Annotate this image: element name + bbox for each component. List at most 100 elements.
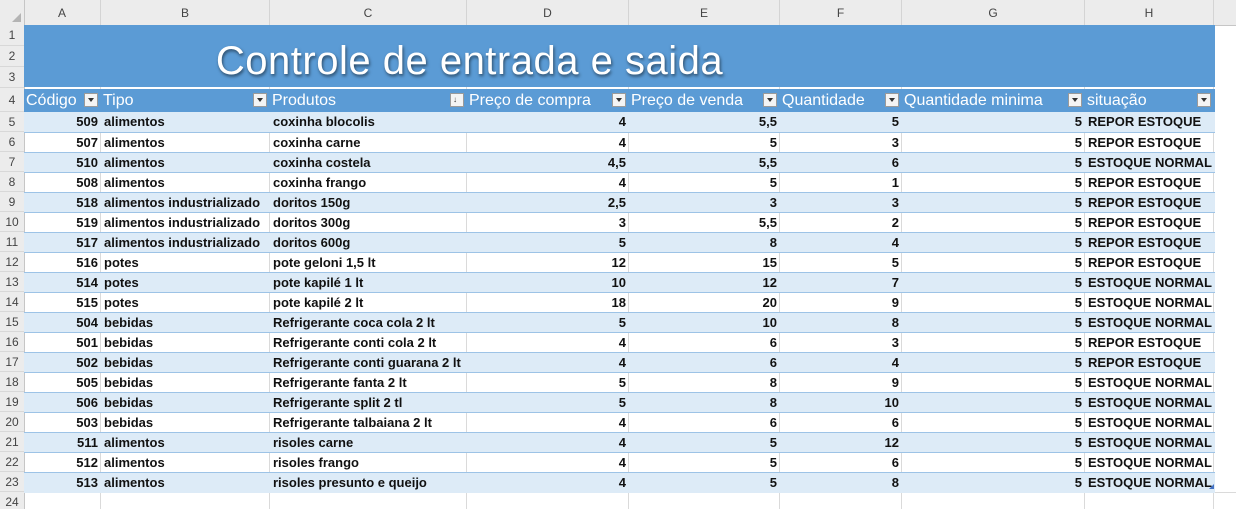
row-header-9[interactable]: 9 — [0, 192, 24, 212]
row-header-22[interactable]: 22 — [0, 452, 24, 472]
table-cell[interactable]: REPOR ESTOQUE — [1088, 135, 1202, 150]
table-cell[interactable]: 509 — [76, 114, 98, 129]
table-cell[interactable]: 2 — [891, 215, 899, 230]
table-cell[interactable]: alimentos — [104, 175, 165, 190]
table-cell[interactable]: alimentos — [104, 455, 165, 470]
table-cell[interactable]: coxinha frango — [273, 175, 367, 190]
table-cell[interactable]: doritos 600g — [273, 235, 351, 250]
table-cell[interactable]: ESTOQUE NORMAL — [1088, 455, 1212, 470]
column-header-g[interactable]: G — [902, 0, 1085, 25]
table-cell[interactable]: 5 — [1074, 195, 1082, 210]
table-cell[interactable]: 6 — [769, 335, 777, 350]
table-cell[interactable]: 3 — [891, 135, 899, 150]
table-cell[interactable]: 3 — [769, 195, 777, 210]
table-cell[interactable]: ESTOQUE NORMAL — [1088, 155, 1212, 170]
table-cell[interactable]: risoles carne — [273, 435, 354, 450]
table-cell[interactable]: pote geloni 1,5 lt — [273, 255, 376, 270]
table-cell[interactable]: Refrigerante talbaiana 2 lt — [273, 415, 432, 430]
table-cell[interactable]: doritos 300g — [273, 215, 351, 230]
table-cell[interactable]: risoles presunto e queijo — [273, 475, 427, 490]
table-cell[interactable]: 5 — [1074, 175, 1082, 190]
table-cell[interactable]: 4 — [618, 175, 626, 190]
table-cell[interactable]: 12 — [611, 255, 626, 270]
table-cell[interactable]: 5,5 — [758, 114, 777, 129]
table-cell[interactable]: 5 — [618, 395, 626, 410]
table-cell[interactable]: 5 — [1074, 135, 1082, 150]
table-cell[interactable]: Refrigerante coca cola 2 lt — [273, 315, 435, 330]
table-cell[interactable]: 5,5 — [758, 155, 777, 170]
table-cell[interactable]: 515 — [76, 295, 98, 310]
dropdown-arrow-icon[interactable] — [885, 93, 899, 107]
column-header-h[interactable]: H — [1085, 0, 1214, 25]
table-cell[interactable]: 5 — [769, 435, 777, 450]
table-cell[interactable]: bebidas — [104, 415, 154, 430]
table-cell[interactable]: 10 — [884, 395, 899, 410]
row-header-15[interactable]: 15 — [0, 312, 24, 332]
table-cell[interactable]: 5 — [1074, 114, 1082, 129]
row-header-7[interactable]: 7 — [0, 152, 24, 172]
dropdown-arrow-icon[interactable] — [84, 93, 98, 107]
table-cell[interactable]: 3 — [891, 195, 899, 210]
table-cell[interactable]: bebidas — [104, 395, 154, 410]
table-cell[interactable]: 502 — [76, 355, 98, 370]
row-header-5[interactable]: 5 — [0, 112, 24, 132]
table-resize-handle[interactable] — [1209, 484, 1214, 489]
row-header-23[interactable]: 23 — [0, 472, 24, 492]
table-cell[interactable]: 2,5 — [607, 195, 626, 210]
table-cell[interactable]: 4 — [618, 475, 626, 490]
table-cell[interactable]: ESTOQUE NORMAL — [1088, 275, 1212, 290]
dropdown-arrow-icon[interactable] — [1197, 93, 1211, 107]
table-cell[interactable]: 505 — [76, 375, 98, 390]
table-cell[interactable]: 9 — [891, 295, 899, 310]
table-cell[interactable]: 503 — [76, 415, 98, 430]
table-cell[interactable]: potes — [104, 295, 139, 310]
table-cell[interactable]: 8 — [769, 375, 777, 390]
table-cell[interactable]: coxinha blocolis — [273, 114, 375, 129]
table-cell[interactable]: 5 — [1074, 335, 1082, 350]
table-cell[interactable]: REPOR ESTOQUE — [1088, 355, 1202, 370]
table-cell[interactable]: 5 — [1074, 235, 1082, 250]
dropdown-arrow-icon[interactable] — [763, 93, 777, 107]
table-cell[interactable]: REPOR ESTOQUE — [1088, 335, 1202, 350]
table-cell[interactable]: Refrigerante conti cola 2 lt — [273, 335, 437, 350]
row-header-10[interactable]: 10 — [0, 212, 24, 232]
dropdown-arrow-icon[interactable] — [253, 93, 267, 107]
row-header-11[interactable]: 11 — [0, 232, 24, 252]
row-header-12[interactable]: 12 — [0, 252, 24, 272]
table-cell[interactable]: ESTOQUE NORMAL — [1088, 475, 1212, 490]
table-cell[interactable]: 517 — [76, 235, 98, 250]
row-header-16[interactable]: 16 — [0, 332, 24, 352]
table-cell[interactable]: pote kapilé 1 lt — [273, 275, 364, 290]
table-cell[interactable]: 4 — [618, 355, 626, 370]
table-cell[interactable]: 6 — [769, 355, 777, 370]
table-cell[interactable]: coxinha carne — [273, 135, 361, 150]
table-cell[interactable]: 4 — [618, 415, 626, 430]
table-cell[interactable]: 516 — [76, 255, 98, 270]
table-cell[interactable]: 5 — [618, 375, 626, 390]
table-cell[interactable]: Refrigerante conti guarana 2 lt — [273, 355, 461, 370]
table-cell[interactable]: alimentos — [104, 135, 165, 150]
table-cell[interactable]: 4,5 — [607, 155, 626, 170]
table-cell[interactable]: 4 — [618, 335, 626, 350]
table-cell[interactable]: 8 — [769, 235, 777, 250]
table-cell[interactable]: 6 — [891, 415, 899, 430]
table-cell[interactable]: 5 — [1074, 455, 1082, 470]
table-cell[interactable]: alimentos — [104, 475, 165, 490]
column-header-b[interactable]: B — [101, 0, 270, 25]
table-cell[interactable]: 507 — [76, 135, 98, 150]
table-cell[interactable]: 4 — [618, 435, 626, 450]
table-cell[interactable]: 5 — [618, 315, 626, 330]
row-header-13[interactable]: 13 — [0, 272, 24, 292]
row-header-1[interactable]: 1 — [0, 25, 24, 46]
table-cell[interactable]: 10 — [611, 275, 626, 290]
table-cell[interactable]: 3 — [618, 215, 626, 230]
table-cell[interactable]: 4 — [618, 455, 626, 470]
table-cell[interactable]: alimentos — [104, 114, 165, 129]
table-cell[interactable]: REPOR ESTOQUE — [1088, 114, 1202, 129]
row-header-20[interactable]: 20 — [0, 412, 24, 432]
table-cell[interactable]: 5 — [1074, 375, 1082, 390]
table-cell[interactable]: ESTOQUE NORMAL — [1088, 435, 1212, 450]
table-cell[interactable]: REPOR ESTOQUE — [1088, 195, 1202, 210]
table-cell[interactable]: alimentos — [104, 435, 165, 450]
table-cell[interactable]: 6 — [891, 155, 899, 170]
